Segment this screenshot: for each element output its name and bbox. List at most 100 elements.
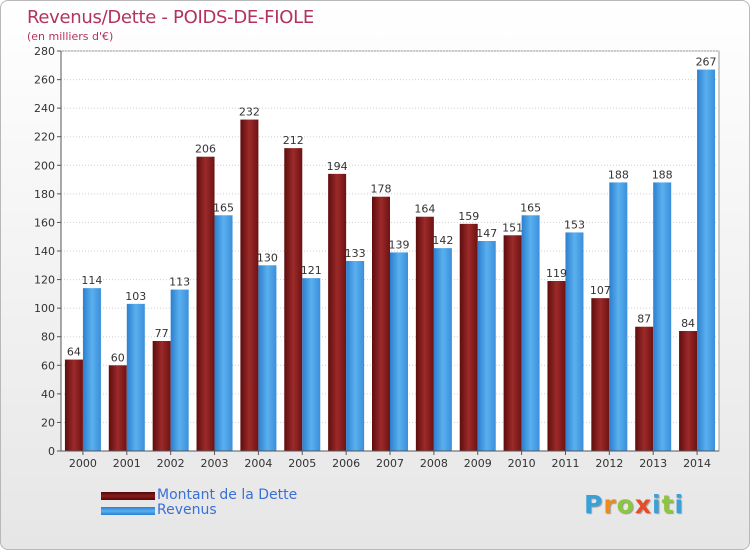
chart-title: Revenus/Dette - POIDS-DE-FIOLE [27,7,314,28]
data-label-debt: 84 [681,317,695,330]
x-tick-label: 2000 [69,457,97,470]
data-label-debt: 60 [111,351,125,364]
bar-revenus-2006 [346,261,365,451]
bars [64,69,716,452]
bar-revenus-2009 [477,241,496,451]
bar-debt-2008 [415,216,434,451]
x-tick-label: 2004 [244,457,272,470]
bar-revenus-2000 [82,288,101,451]
bar-revenus-2012 [609,182,628,451]
data-label-revenus: 130 [257,251,278,264]
logo-letter: x [634,490,652,519]
bar-debt-2013 [635,326,654,451]
legend-swatch-revenus [101,507,155,515]
data-label-revenus: 133 [345,247,366,260]
bar-revenus-2004 [258,265,277,451]
data-label-debt: 194 [327,160,348,173]
x-tick-label: 2005 [288,457,316,470]
y-tick-label: 240 [34,102,55,115]
logo-letter: i [652,490,662,519]
data-labels: 64 114 60 103 77 113 206 165 232 130 212 121 194 133 1… [67,56,717,365]
bar-revenus-2014 [697,69,716,452]
chart-subtitle: (en milliers d'€) [27,30,114,43]
data-label-revenus: 267 [696,56,717,69]
y-tick-label: 60 [41,359,55,372]
data-label-revenus: 103 [125,290,146,303]
bar-debt-2002 [152,341,171,451]
bar-revenus-2001 [126,303,145,451]
y-tick-label: 220 [34,131,55,144]
bar-revenus-2005 [302,278,321,451]
data-label-revenus: 142 [432,234,453,247]
bar-debt-2000 [64,359,83,451]
data-label-revenus: 153 [564,218,585,231]
x-tick-label: 2010 [508,457,536,470]
data-label-debt: 64 [67,346,81,359]
y-tick-label: 120 [34,274,55,287]
data-label-debt: 164 [414,203,435,216]
data-label-debt: 178 [371,183,392,196]
x-axis: 2000 2001 2002 2003 2004 2005 2006 2007 2008 2009… [61,450,719,470]
x-tick-label: 2003 [201,457,229,470]
logo-letter: P [584,490,604,519]
data-label-debt: 159 [458,210,479,223]
bar-debt-2007 [372,196,390,451]
y-tick-label: 280 [34,45,55,58]
y-tick-label: 160 [34,216,55,229]
bar-debt-2012 [591,298,610,451]
bar-revenus-2010 [521,215,540,451]
proxiti-logo: Proxiti [584,490,684,519]
data-label-debt: 77 [155,327,169,340]
y-tick-label: 20 [41,416,55,429]
x-tick-label: 2001 [113,457,141,470]
data-label-debt: 87 [637,313,651,326]
data-label-revenus: 147 [476,227,497,240]
y-tick-label: 200 [34,159,55,172]
y-tick-label: 100 [34,302,55,315]
y-tick-label: 260 [34,74,55,87]
data-label-revenus: 188 [608,168,629,181]
x-tick-label: 2014 [683,457,711,470]
data-label-debt: 119 [546,267,567,280]
bar-debt-2003 [196,156,215,451]
data-label-debt: 212 [283,134,304,147]
data-label-debt: 232 [239,106,260,119]
bar-debt-2010 [503,235,522,451]
y-axis: 0 20 40 60 80 100 120 140 160 180 200 220 240 260 280 [34,45,62,458]
data-label-revenus: 165 [520,201,541,214]
y-tick-label: 140 [34,245,55,258]
bar-revenus-2008 [433,248,452,451]
x-tick-label: 2011 [551,457,579,470]
logo-letter: t [661,490,675,519]
data-label-revenus: 121 [301,264,322,277]
x-tick-label: 2013 [639,457,667,470]
data-label-debt: 151 [502,221,523,234]
data-label-debt: 107 [590,284,611,297]
y-tick-label: 0 [48,445,55,458]
legend-label-debt: Montant de la Dette [157,487,298,503]
bar-debt-2005 [284,148,303,451]
x-tick-label: 2008 [420,457,448,470]
y-tick-label: 180 [34,188,55,201]
bar-revenus-2013 [653,182,672,451]
bar-revenus-2002 [170,289,189,451]
bar-debt-2011 [547,281,566,451]
bar-debt-2006 [328,173,347,451]
y-tick-label: 80 [41,331,55,344]
bar-revenus-2011 [565,232,584,451]
logo-letter: o [616,490,635,519]
bar-revenus-2003 [214,215,233,451]
bar-debt-2004 [240,119,259,452]
data-label-revenus: 139 [389,238,410,251]
logo-letter: i [674,490,685,519]
y-tick-label: 40 [41,388,55,401]
bar-debt-2014 [679,331,698,451]
logo-letter: r [603,490,617,519]
data-label-revenus: 113 [169,276,190,289]
legend-label-revenus: Revenus [157,502,217,518]
bar-debt-2009 [459,223,478,451]
bar-revenus-2007 [390,252,408,451]
data-label-revenus: 114 [81,274,102,287]
